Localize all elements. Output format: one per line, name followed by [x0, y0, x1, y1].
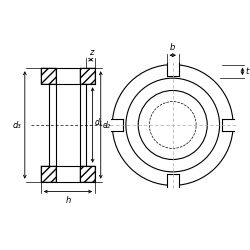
Bar — [222, 119, 235, 131]
Text: h: h — [65, 196, 70, 205]
Text: d₁: d₁ — [94, 118, 102, 127]
Text: d₂: d₂ — [103, 120, 110, 130]
Bar — [166, 174, 179, 188]
Bar — [80, 166, 95, 182]
Text: z: z — [88, 48, 93, 57]
Bar — [41, 68, 56, 84]
Bar — [41, 166, 56, 182]
Bar — [110, 119, 124, 131]
Bar — [80, 68, 95, 84]
Bar — [166, 62, 179, 76]
Text: t: t — [246, 67, 249, 76]
Text: b: b — [170, 43, 175, 52]
Text: d₃: d₃ — [13, 120, 22, 130]
